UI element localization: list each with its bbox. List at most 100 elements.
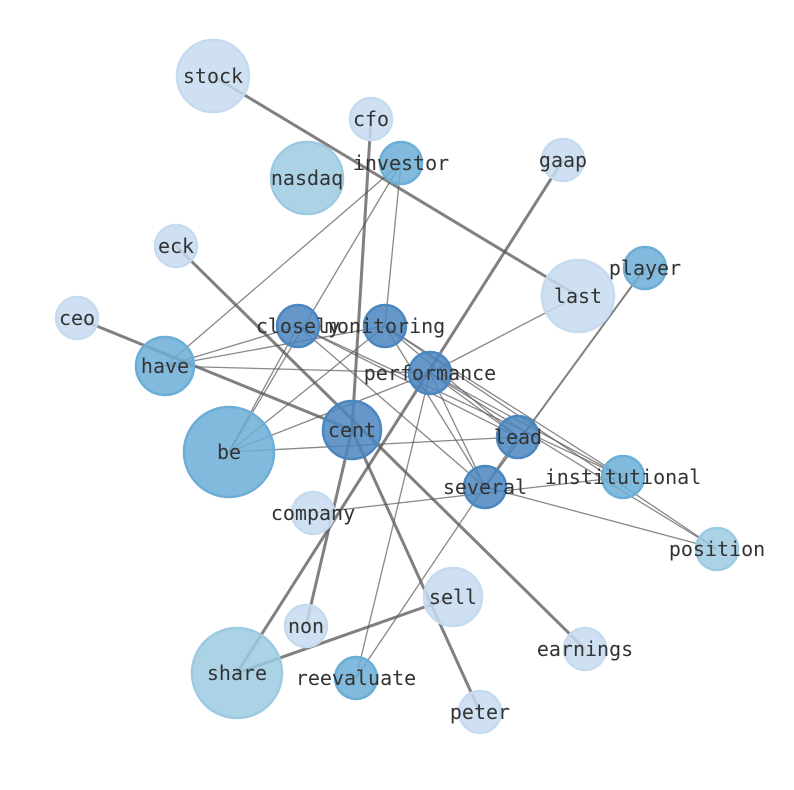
node-ceo: ceo — [54, 295, 100, 341]
node-circle — [378, 140, 424, 186]
node-circle — [190, 626, 284, 720]
node-earnings: earnings — [537, 626, 633, 672]
node-label: gaap — [539, 148, 587, 172]
edge-have-monitoring — [164, 325, 386, 367]
node-label: cfo — [353, 107, 389, 131]
node-circle — [562, 626, 608, 672]
node-label: performance — [364, 361, 496, 385]
edge-cent-peter — [350, 429, 482, 713]
node-circle — [622, 245, 668, 291]
node-label: position — [669, 537, 765, 561]
node-non: non — [283, 603, 329, 649]
node-label: institutional — [545, 465, 702, 489]
node-company: company — [271, 490, 355, 536]
node-label: cent — [328, 418, 376, 442]
node-label: lead — [494, 425, 542, 449]
node-label: monitoring — [325, 314, 445, 338]
node-circle — [422, 566, 484, 628]
node-player: player — [609, 245, 681, 291]
node-closely: closely — [256, 303, 340, 349]
node-circle — [600, 454, 646, 500]
node-several: several — [443, 464, 527, 510]
node-circle — [407, 350, 453, 396]
edge-monitoring-investor — [384, 162, 402, 327]
node-monitoring: monitoring — [325, 303, 445, 349]
node-circle — [153, 223, 199, 269]
node-circle — [457, 689, 503, 735]
node-eck: eck — [153, 223, 199, 269]
node-label: sell — [429, 585, 477, 609]
node-cfo: cfo — [348, 96, 394, 142]
edge-closely-institutional — [297, 325, 624, 478]
node-label: closely — [256, 314, 340, 338]
node-label: ceo — [59, 306, 95, 330]
node-label: reevaluate — [296, 666, 416, 690]
node-circle — [182, 405, 276, 499]
node-gaap: gaap — [539, 137, 587, 183]
node-circle — [362, 303, 408, 349]
node-performance: performance — [364, 350, 496, 396]
edge-stock-last — [212, 74, 579, 298]
edges — [76, 74, 718, 713]
edge-performance-position — [429, 372, 718, 550]
node-circle — [54, 295, 100, 341]
edge-have-performance — [164, 365, 431, 374]
node-label: last — [554, 284, 602, 308]
node-have: have — [134, 335, 196, 397]
node-last: last — [540, 258, 616, 334]
node-label: player — [609, 256, 681, 280]
edge-closely-lead — [297, 325, 519, 438]
edge-monitoring-lead — [384, 325, 519, 438]
node-label: nasdaq — [271, 166, 343, 190]
edge-have-investor — [164, 162, 402, 367]
node-circle — [175, 38, 251, 114]
node-circle — [269, 140, 345, 216]
node-label: have — [141, 354, 189, 378]
edge-monitoring-several — [384, 325, 486, 488]
node-cent: cent — [321, 399, 383, 461]
node-circle — [290, 490, 336, 536]
node-sell: sell — [422, 566, 484, 628]
edge-be-investor — [228, 162, 402, 453]
edge-gaap-share — [235, 159, 565, 674]
node-label: earnings — [537, 637, 633, 661]
edge-cfo-cent — [350, 118, 373, 431]
node-label: company — [271, 501, 355, 525]
edge-closely-several — [297, 325, 486, 488]
node-circle — [134, 335, 196, 397]
node-circle — [333, 655, 379, 701]
edge-performance-reevaluate — [355, 372, 431, 679]
node-stock: stock — [175, 38, 251, 114]
node-share: share — [190, 626, 284, 720]
node-peter: peter — [450, 689, 510, 735]
node-circle — [540, 137, 586, 183]
node-label: several — [443, 475, 527, 499]
node-circle — [495, 414, 541, 460]
node-label: peter — [450, 700, 510, 724]
edge-several-position — [484, 486, 718, 550]
node-circle — [540, 258, 616, 334]
node-label: stock — [183, 64, 243, 88]
node-circle — [321, 399, 383, 461]
node-lead: lead — [494, 414, 542, 460]
edge-ceo-cent — [76, 316, 353, 432]
node-position: position — [669, 526, 765, 572]
node-nasdaq: nasdaq — [269, 140, 345, 216]
nodes: stock cfo investor nasdaq gaap eck player last c… — [54, 38, 765, 735]
node-circle — [348, 96, 394, 142]
node-label: be — [217, 440, 241, 464]
node-label: eck — [158, 234, 194, 258]
node-institutional: institutional — [545, 454, 702, 500]
node-be: be — [182, 405, 276, 499]
node-label: non — [288, 614, 324, 638]
node-circle — [462, 464, 508, 510]
node-circle — [694, 526, 740, 572]
node-circle — [275, 303, 321, 349]
edge-monitoring-institutional — [384, 325, 624, 478]
node-circle — [283, 603, 329, 649]
node-investor: investor — [353, 140, 449, 186]
node-reevaluate: reevaluate — [296, 655, 416, 701]
node-label: investor — [353, 151, 449, 175]
node-label: share — [207, 661, 267, 685]
